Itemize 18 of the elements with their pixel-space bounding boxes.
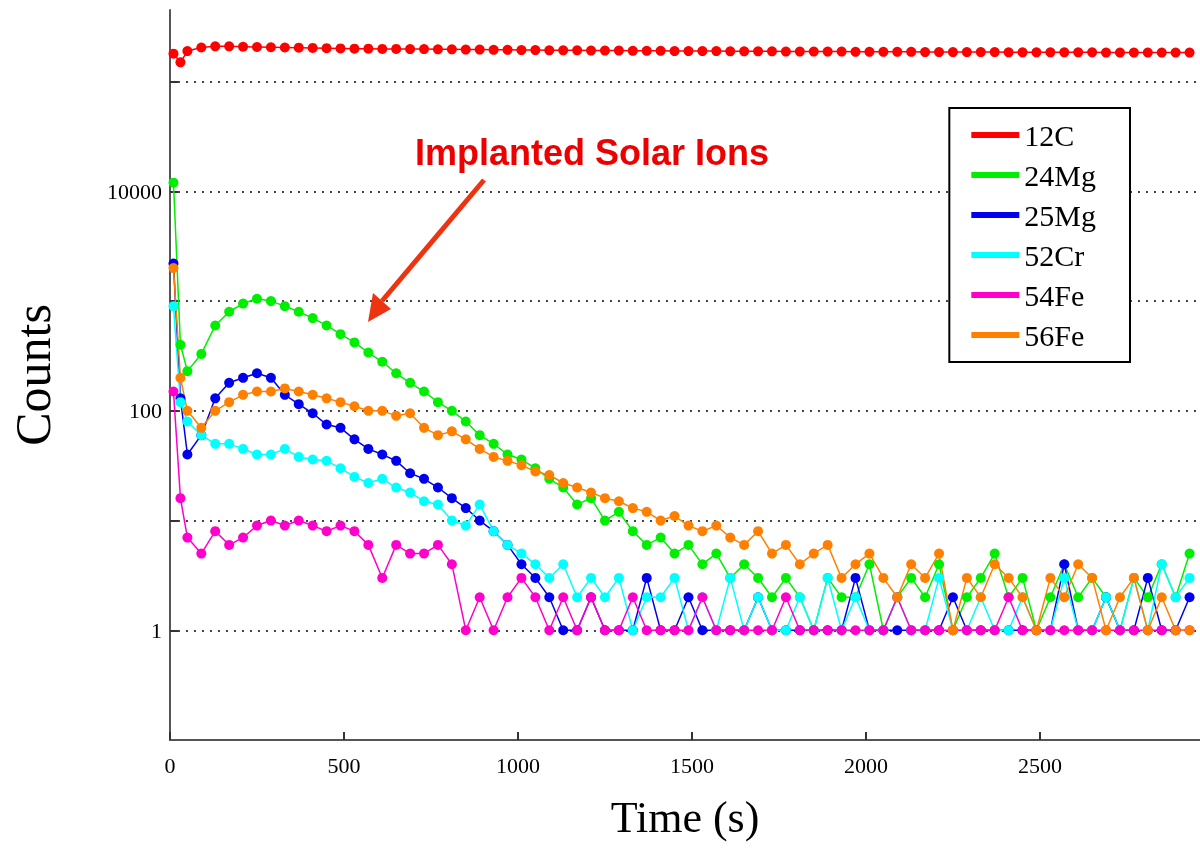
legend-label: 56Fe xyxy=(1024,318,1085,352)
x-tick-label: 1000 xyxy=(495,752,540,778)
y-tick-label: 10000 xyxy=(107,178,162,204)
legend-label: 12C xyxy=(1024,118,1075,152)
legend-label: 52Cr xyxy=(1024,238,1085,272)
x-axis-title: Time (s) xyxy=(610,792,760,842)
y-tick-label: 100 xyxy=(129,398,162,424)
legend-label: 25Mg xyxy=(1024,198,1097,232)
y-axis-title: Counts xyxy=(5,304,61,446)
x-tick-label: 2000 xyxy=(843,752,888,778)
y-tick-label: 1 xyxy=(151,617,162,643)
legend-label: 24Mg xyxy=(1024,158,1097,192)
legend-label: 54Fe xyxy=(1024,278,1085,312)
x-tick-label: 500 xyxy=(327,752,361,778)
x-tick-label: 1500 xyxy=(669,752,714,778)
x-tick-label: 0 xyxy=(164,752,176,778)
x-tick-label: 2500 xyxy=(1017,752,1062,778)
annotation: Implanted Solar Ions xyxy=(414,131,770,173)
